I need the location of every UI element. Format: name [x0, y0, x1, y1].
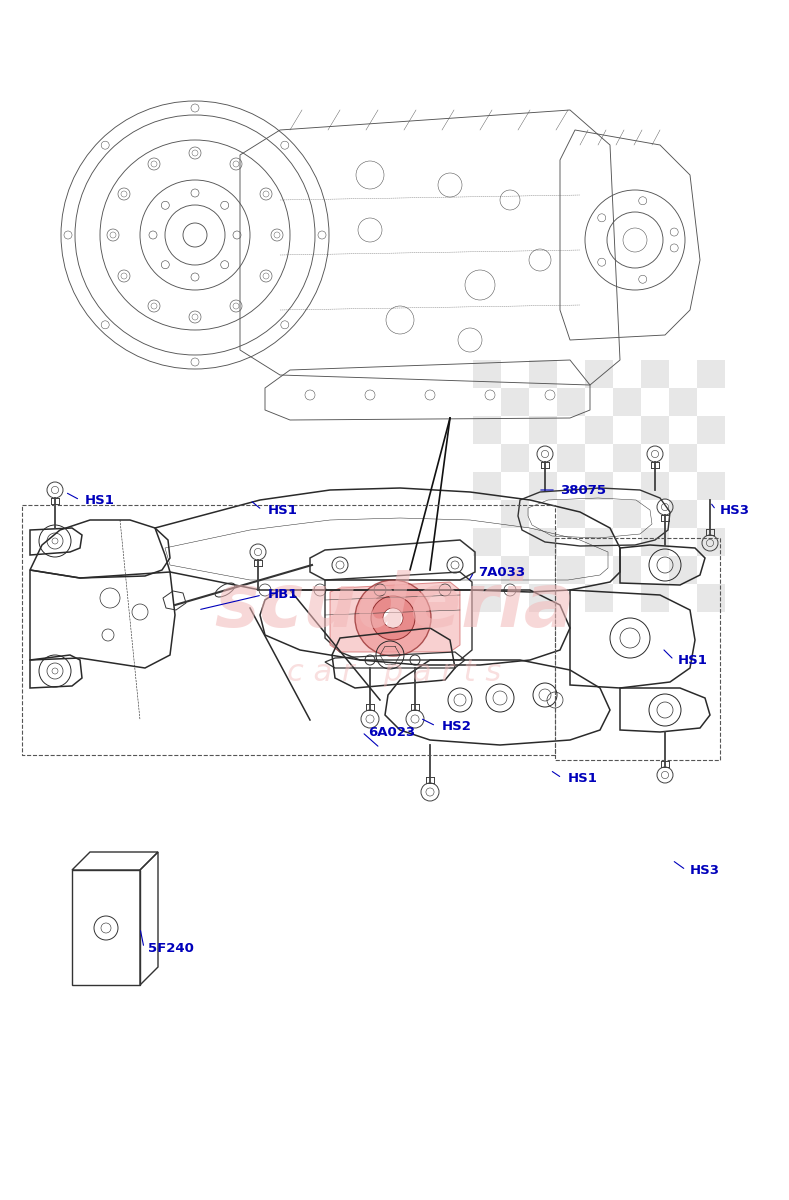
Bar — [641, 360, 669, 388]
Bar — [473, 472, 501, 500]
Text: 5F240: 5F240 — [148, 942, 194, 954]
Bar — [641, 416, 669, 444]
Text: 38075: 38075 — [560, 484, 606, 497]
Bar — [669, 556, 697, 584]
Bar — [669, 388, 697, 416]
Bar — [641, 528, 669, 556]
Text: c a r   p a r t s: c a r p a r t s — [287, 658, 502, 686]
Bar — [501, 556, 529, 584]
Bar — [501, 388, 529, 416]
Bar — [501, 444, 529, 472]
Polygon shape — [330, 582, 460, 652]
Bar — [697, 472, 725, 500]
Text: HS1: HS1 — [268, 504, 298, 516]
Bar — [613, 556, 641, 584]
Text: HB1: HB1 — [268, 588, 298, 601]
Bar — [613, 444, 641, 472]
Text: HS3: HS3 — [690, 864, 720, 876]
Bar — [585, 416, 613, 444]
Bar — [473, 360, 501, 388]
Bar — [697, 360, 725, 388]
Bar — [585, 472, 613, 500]
Bar — [641, 584, 669, 612]
Bar — [613, 500, 641, 528]
Bar — [585, 584, 613, 612]
Circle shape — [383, 608, 403, 628]
Text: scuderia: scuderia — [215, 570, 574, 642]
Bar — [501, 500, 529, 528]
Bar — [669, 444, 697, 472]
Text: 6A023: 6A023 — [368, 726, 415, 738]
Text: 7A033: 7A033 — [478, 565, 525, 578]
Text: HS1: HS1 — [678, 654, 708, 666]
Bar — [557, 388, 585, 416]
Bar — [473, 528, 501, 556]
Bar — [529, 584, 557, 612]
Text: HS1: HS1 — [568, 772, 598, 785]
Bar — [473, 584, 501, 612]
Bar — [529, 416, 557, 444]
Bar — [697, 528, 725, 556]
Bar — [669, 500, 697, 528]
Bar — [473, 416, 501, 444]
Bar — [697, 416, 725, 444]
Bar — [557, 500, 585, 528]
Bar — [529, 360, 557, 388]
Bar — [557, 556, 585, 584]
Circle shape — [355, 580, 431, 656]
Text: HS1: HS1 — [85, 493, 115, 506]
Circle shape — [371, 596, 415, 640]
Text: HS3: HS3 — [720, 504, 750, 516]
Bar — [557, 444, 585, 472]
Bar — [697, 584, 725, 612]
Bar — [585, 360, 613, 388]
Bar — [585, 528, 613, 556]
Bar — [529, 472, 557, 500]
Bar — [529, 528, 557, 556]
Bar — [641, 472, 669, 500]
Bar — [613, 388, 641, 416]
Text: HS2: HS2 — [442, 720, 472, 732]
